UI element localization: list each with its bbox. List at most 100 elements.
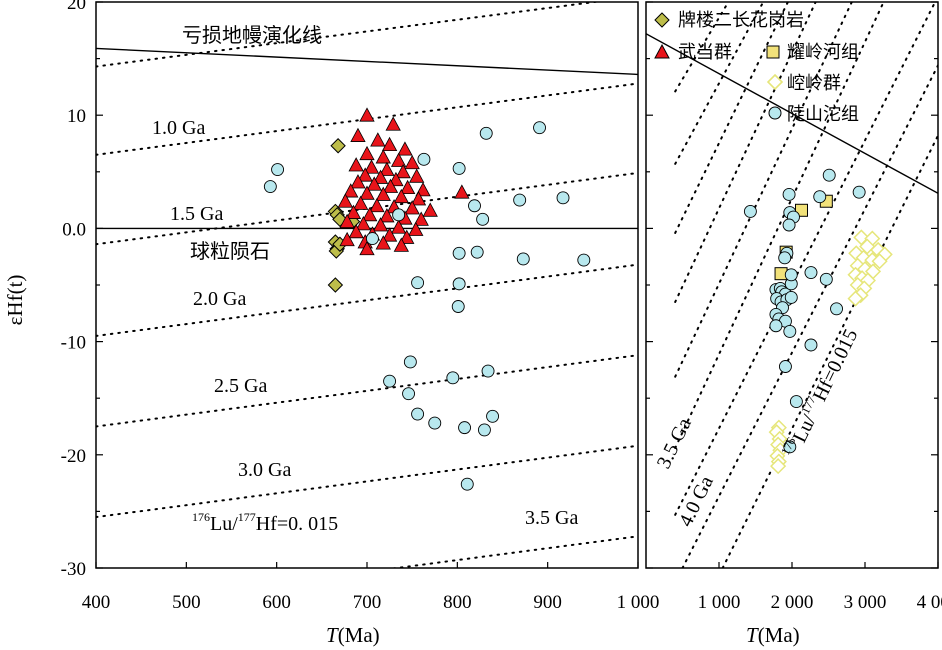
data-point-triangle — [359, 240, 375, 256]
model-age-label-1-5: 1.5 Ga — [170, 203, 223, 225]
x-tick-label: 2 000 — [771, 592, 814, 613]
data-point-triangle — [355, 216, 372, 231]
data-point-triangle — [404, 154, 420, 170]
data-point-diamond — [327, 277, 344, 293]
data-point-circle — [479, 126, 493, 140]
data-point-triangle — [362, 206, 378, 222]
data-point-circle — [458, 421, 472, 435]
legend-label: 武当群 — [678, 42, 732, 63]
left-reference-lines — [96, 2, 638, 568]
data-point-triangle — [393, 188, 409, 204]
legend-label: 牌楼二长花岗岩 — [678, 10, 804, 31]
data-point-triangle — [397, 141, 413, 156]
legend-diamond-marker — [654, 12, 670, 28]
model-age-line — [96, 2, 603, 68]
data-point-circle — [822, 168, 836, 182]
model-age-line — [674, 2, 853, 378]
x-tick-label: 3 000 — [844, 592, 887, 613]
x-tick-label: 400 — [82, 592, 111, 613]
data-point-circle — [778, 251, 792, 265]
data-point-triangle — [350, 127, 366, 142]
data-point-circle — [451, 300, 465, 313]
data-point-triangle — [348, 157, 364, 172]
model-age-label-2-5: 2.5 Ga — [214, 375, 267, 397]
right-x-axis-label: T(Ma) — [746, 623, 800, 647]
data-point-circle — [470, 245, 484, 259]
data-point-triangle — [385, 116, 401, 131]
left-plot-frame — [95, 1, 639, 569]
data-point-circle — [782, 187, 796, 201]
data-point-triangle — [370, 132, 386, 147]
data-point-circle — [476, 212, 490, 226]
legend-item-kongling: 崆岭群 — [766, 73, 841, 94]
data-point-triangle — [363, 159, 380, 174]
legend-open-diamond-marker — [766, 73, 784, 91]
data-point-circle — [417, 152, 431, 166]
left-x-axis-label: T(Ma) — [326, 623, 380, 647]
x-tick-label: 4 000 — [917, 592, 942, 613]
data-point-circle — [852, 185, 866, 199]
data-point-circle — [271, 163, 285, 176]
y-tick-label: -10 — [61, 333, 86, 354]
right-axis-ticks: 1 000 2 000 3 000 4 000 — [646, 1, 942, 613]
data-point-triangle — [379, 208, 395, 223]
data-point-triangle — [399, 179, 416, 195]
x-tick-label: 600 — [262, 592, 291, 613]
data-point-triangle — [381, 136, 398, 152]
model-age-line — [96, 82, 638, 156]
model-age-line — [96, 354, 638, 428]
data-point-circle — [486, 409, 500, 423]
model-age-line — [96, 171, 638, 246]
data-point-open-diamond — [770, 458, 787, 475]
left-data-points — [263, 107, 591, 491]
y-axis-label: εHf(t) — [3, 275, 27, 326]
legend-item-yaolinghe: 耀岭河组 — [766, 42, 859, 63]
data-point-triangle — [408, 221, 424, 236]
y-tick-label: 10 — [67, 106, 86, 127]
data-point-circle — [819, 272, 833, 286]
data-point-triangle — [372, 217, 389, 232]
data-point-circle — [804, 266, 818, 279]
legend-label: 耀岭河组 — [787, 42, 859, 63]
data-point-circle — [460, 477, 474, 491]
x-tick-label: 700 — [353, 592, 382, 613]
model-age-line — [674, 2, 730, 93]
y-tick-label: -20 — [61, 446, 86, 467]
data-point-diamond — [330, 138, 346, 154]
x-tick-label: 1 000 — [698, 592, 741, 613]
data-point-triangle — [366, 176, 382, 191]
data-point-circle — [784, 268, 798, 282]
model-age-line — [674, 2, 765, 165]
data-point-circle — [402, 387, 416, 401]
left-panel: 400 500 600 700 800 900 1 00020100.0-10-20-30 … — [3, 0, 659, 647]
data-point-circle — [446, 371, 460, 385]
data-point-triangle — [413, 211, 429, 226]
data-point-circle — [403, 355, 417, 369]
data-point-triangle — [404, 200, 420, 215]
legend-label: 崆岭群 — [787, 73, 841, 94]
legend: 牌楼二长花岗岩 武当群 耀岭河组 崆岭群 陡山沱组 — [654, 10, 859, 125]
data-point-triangle — [343, 183, 359, 198]
data-point-triangle — [382, 178, 399, 193]
model-age-label-3-5: 3.5 Ga — [525, 507, 578, 529]
data-point-triangle — [375, 149, 391, 164]
data-point-triangle — [375, 235, 391, 250]
right-data-points — [743, 168, 893, 475]
data-point-circle — [263, 180, 277, 193]
data-point-triangle — [395, 163, 411, 179]
x-tick-label: 900 — [533, 592, 562, 613]
data-point-circle — [782, 218, 796, 232]
data-point-circle — [477, 423, 491, 437]
chur-label: 球粒陨石 — [190, 239, 270, 263]
legend-item-wudang: 武当群 — [654, 42, 732, 63]
model-age-line — [681, 64, 938, 568]
left-axis-ticks: 400 500 600 700 800 900 1 000 20 10 0.0 -10 -20 -30 — [61, 0, 660, 613]
right-reference-lines — [646, 2, 938, 568]
data-point-circle — [813, 190, 827, 204]
data-point-circle — [577, 253, 591, 267]
x-tick-label: 1 000 — [617, 592, 660, 613]
legend-item-doushantuo: 陡山沱组 — [768, 104, 859, 125]
data-point-circle — [452, 161, 466, 175]
data-point-circle — [743, 204, 757, 218]
